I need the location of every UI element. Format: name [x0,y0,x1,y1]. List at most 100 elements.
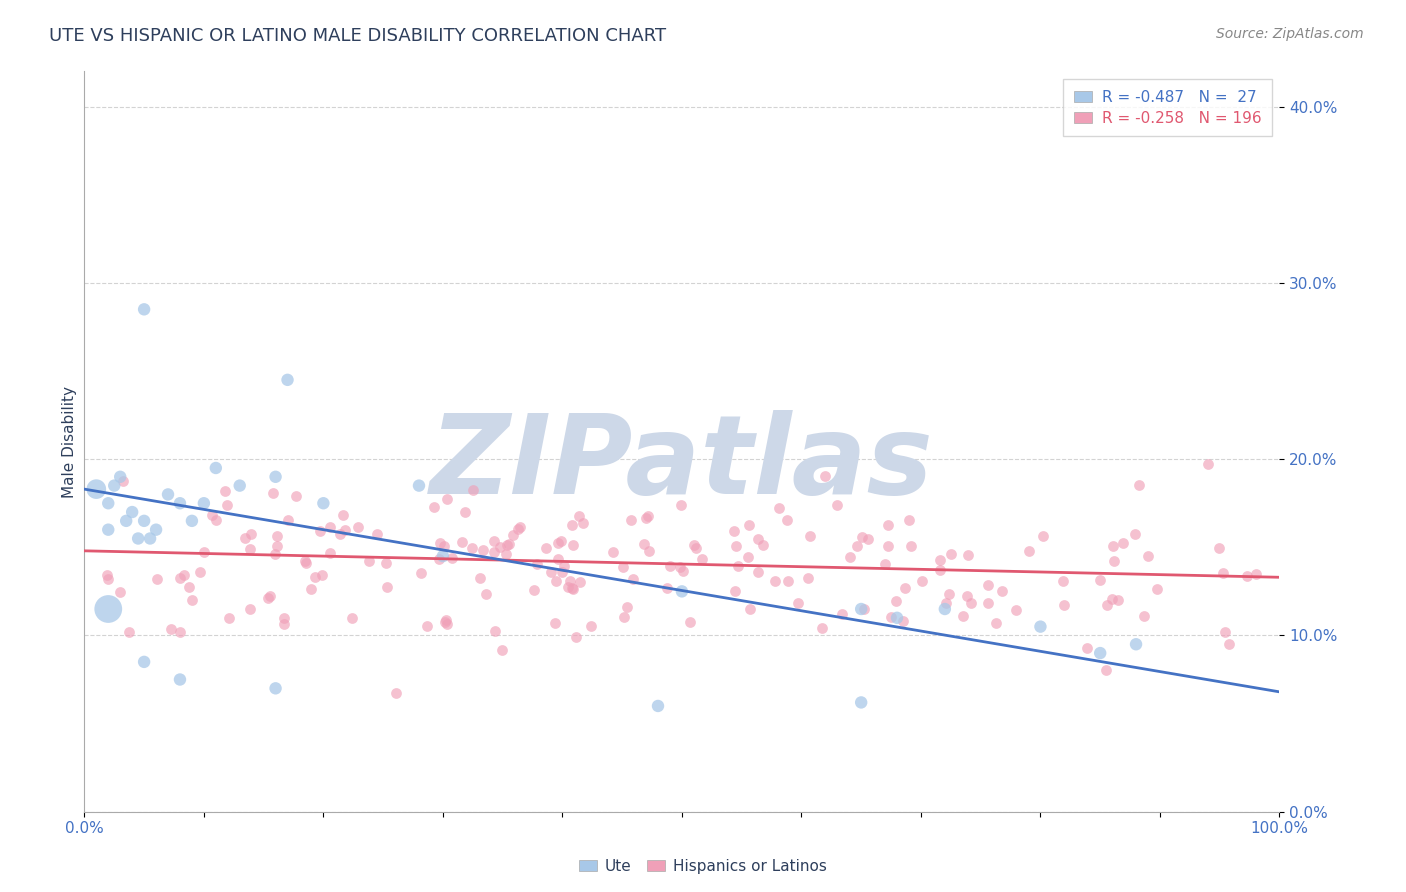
Point [955,589,977,603]
Point [157,487,180,501]
Point [429,535,451,549]
Point [558,574,581,589]
Point [491,642,513,657]
Point [108,585,131,599]
Point [440,551,463,566]
Point [851,695,873,709]
Point [894,581,917,595]
Point [897,512,920,526]
Point [385,686,408,700]
Point [543,615,565,630]
Point [1137,549,1160,563]
Text: ZIPatlas: ZIPatlas [430,410,934,517]
Point [763,574,786,588]
Point [612,560,634,574]
Point [984,616,1007,631]
Point [309,524,332,538]
Point [838,550,860,565]
Point [1095,598,1118,612]
Point [115,514,138,528]
Point [1197,458,1219,472]
Point [637,509,659,524]
Point [97,572,120,586]
Point [853,602,876,616]
Point [453,505,475,519]
Point [132,302,156,317]
Point [568,508,591,523]
Point [877,517,900,532]
Point [935,596,957,610]
Point [752,538,775,552]
Point [240,527,263,541]
Point [311,568,333,582]
Point [103,478,125,492]
Point [262,486,284,500]
Point [638,544,661,558]
Point [880,610,903,624]
Point [239,542,262,557]
Point [572,516,595,530]
Point [294,554,316,568]
Point [1112,536,1135,550]
Point [495,547,517,561]
Point [851,530,873,544]
Point [496,538,519,552]
Point [929,553,952,567]
Point [181,592,204,607]
Point [671,584,693,599]
Point [655,582,678,596]
Point [547,536,569,550]
Point [831,607,853,622]
Point [561,582,583,596]
Point [786,597,808,611]
Point [723,524,745,538]
Point [239,602,262,616]
Point [409,566,432,580]
Point [679,615,702,629]
Point [333,523,356,537]
Point [346,520,368,534]
Point [408,478,430,492]
Point [551,565,574,579]
Point [738,517,761,532]
Point [188,566,211,580]
Point [1102,554,1125,568]
Point [621,572,644,586]
Text: Source: ZipAtlas.com: Source: ZipAtlas.com [1216,27,1364,41]
Point [304,570,326,584]
Legend: Ute, Hispanics or Latinos: Ute, Hispanics or Latinos [574,853,832,880]
Point [1101,592,1123,607]
Point [509,520,531,534]
Point [193,496,215,510]
Point [451,535,474,549]
Point [264,470,287,484]
Point [669,560,692,574]
Point [616,599,638,614]
Point [179,580,201,594]
Point [1095,663,1118,677]
Point [436,617,458,632]
Point [332,508,354,522]
Point [977,596,1000,610]
Point [900,540,922,554]
Point [502,528,524,542]
Point [768,501,790,516]
Point [112,475,135,489]
Point [273,611,295,625]
Point [1212,566,1234,580]
Point [273,616,295,631]
Point [977,577,1000,591]
Point [96,567,118,582]
Point [797,571,820,585]
Point [620,512,643,526]
Point [169,673,191,687]
Point [422,500,444,515]
Point [671,498,693,512]
Point [851,602,873,616]
Point [941,547,963,561]
Point [375,580,398,594]
Point [1123,526,1146,541]
Point [264,547,287,561]
Point [799,528,821,542]
Point [568,574,591,589]
